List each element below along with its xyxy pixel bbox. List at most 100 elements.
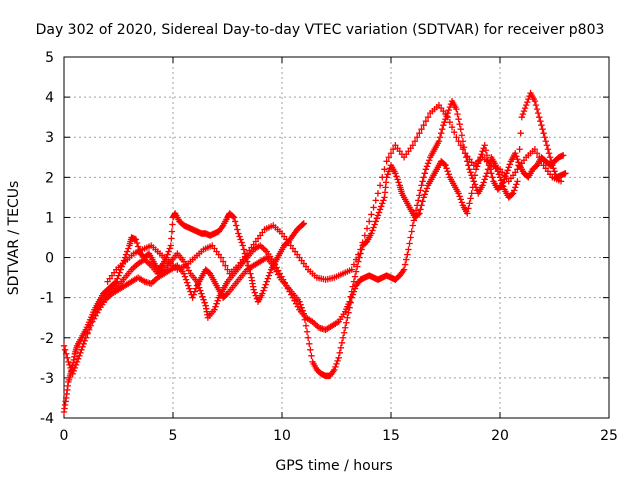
data-point (168, 235, 175, 242)
data-point (182, 276, 190, 283)
data-point (524, 98, 531, 106)
data-point (349, 291, 357, 298)
data-point (421, 191, 428, 198)
data-point (562, 170, 569, 177)
series-4 (104, 101, 565, 285)
data-point (251, 289, 258, 296)
x-tick-label: 25 (600, 428, 618, 444)
x-tick-label: 5 (169, 428, 178, 444)
data-point (132, 236, 140, 243)
data-point (354, 263, 361, 270)
data-point (231, 218, 239, 225)
data-point (416, 210, 423, 217)
data-point (217, 254, 225, 261)
data-point (200, 296, 207, 303)
data-point (72, 361, 80, 369)
data-point (481, 142, 488, 149)
y-axis-label: SDTVAR / TECUs (6, 181, 22, 296)
data-point (380, 197, 387, 204)
data-point (416, 192, 423, 199)
data-point (509, 190, 517, 197)
data-point (537, 117, 544, 125)
data-point (522, 101, 530, 109)
data-point (455, 190, 462, 197)
data-point (539, 126, 546, 133)
data-point (65, 358, 72, 366)
data-point (459, 146, 467, 153)
data-point (78, 346, 85, 354)
data-point (233, 222, 240, 229)
data-point (351, 285, 359, 292)
data-point (536, 154, 543, 161)
data-point (164, 251, 171, 258)
data-point (306, 340, 313, 347)
data-point (348, 266, 355, 273)
data-point (510, 187, 518, 194)
data-point (419, 198, 426, 205)
data-point (265, 272, 273, 279)
data-point (406, 240, 413, 247)
data-point (120, 257, 128, 264)
data-point (384, 171, 391, 178)
data-point (534, 109, 542, 117)
data-point (342, 324, 349, 331)
y-tick-label: -1 (40, 291, 54, 307)
data-point (395, 179, 402, 186)
data-point (424, 113, 432, 121)
data-point (410, 217, 418, 224)
data-point (500, 183, 507, 190)
data-point (415, 197, 422, 204)
data-point (409, 142, 416, 149)
data-point (112, 279, 119, 286)
data-point (514, 178, 521, 185)
data-point (513, 153, 520, 160)
data-point (298, 304, 305, 311)
data-point (516, 146, 523, 153)
y-tick-label: -4 (40, 411, 54, 427)
data-point (540, 130, 547, 137)
data-point (350, 288, 358, 295)
data-point (339, 334, 347, 341)
data-point (468, 172, 475, 179)
data-point (538, 121, 545, 129)
data-point (466, 166, 473, 173)
data-point (505, 164, 512, 171)
data-point (348, 294, 355, 301)
data-point (62, 350, 70, 358)
data-point (234, 226, 241, 233)
data-point (467, 195, 474, 202)
data-point (356, 254, 363, 261)
data-point (332, 363, 339, 371)
y-tick-label: 4 (45, 90, 54, 106)
data-point (560, 152, 567, 159)
data-point (464, 210, 471, 217)
data-point (374, 190, 382, 197)
data-point (81, 337, 88, 344)
data-point (189, 294, 196, 301)
data-point (465, 162, 472, 169)
data-point (463, 154, 470, 161)
chart-title: Day 302 of 2020, Sidereal Day-to-day VTE… (36, 22, 605, 38)
data-point (236, 233, 243, 240)
data-point (482, 147, 490, 154)
data-point (550, 165, 557, 172)
x-tick-label: 0 (60, 428, 69, 444)
data-point (250, 286, 257, 293)
data-point (60, 342, 68, 349)
data-point (521, 104, 529, 112)
data-point (373, 215, 381, 222)
data-point (71, 364, 79, 372)
data-point (420, 194, 427, 201)
data-point (536, 113, 543, 121)
data-point (385, 154, 393, 161)
data-point (455, 138, 462, 145)
data-point (262, 281, 269, 288)
data-point (201, 299, 208, 306)
data-point (230, 214, 238, 221)
data-point (557, 178, 565, 185)
data-point (376, 206, 384, 213)
data-point (235, 230, 242, 237)
data-point (374, 212, 382, 219)
data-point (180, 270, 188, 277)
